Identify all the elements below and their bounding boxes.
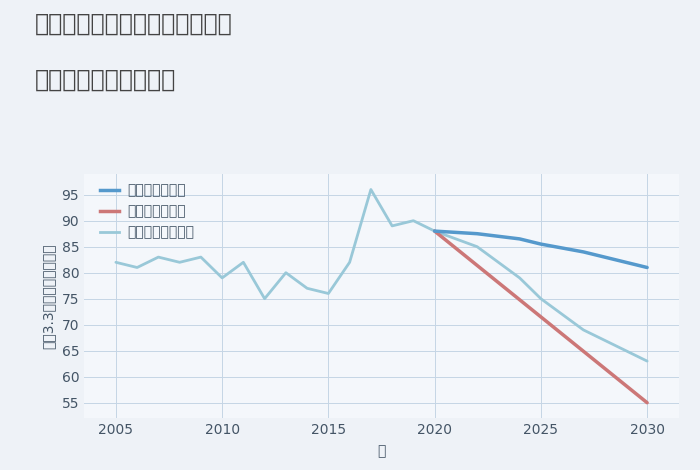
Text: 中古戸建ての価格推移: 中古戸建ての価格推移 bbox=[35, 68, 176, 92]
Legend: グッドシナリオ, バッドシナリオ, ノーマルシナリオ: グッドシナリオ, バッドシナリオ, ノーマルシナリオ bbox=[97, 181, 197, 243]
Y-axis label: 坪（3.3㎡）単価（万円）: 坪（3.3㎡）単価（万円） bbox=[42, 243, 56, 349]
Text: 兵庫県たつの市揖保川町野田の: 兵庫県たつの市揖保川町野田の bbox=[35, 12, 232, 36]
X-axis label: 年: 年 bbox=[377, 444, 386, 458]
